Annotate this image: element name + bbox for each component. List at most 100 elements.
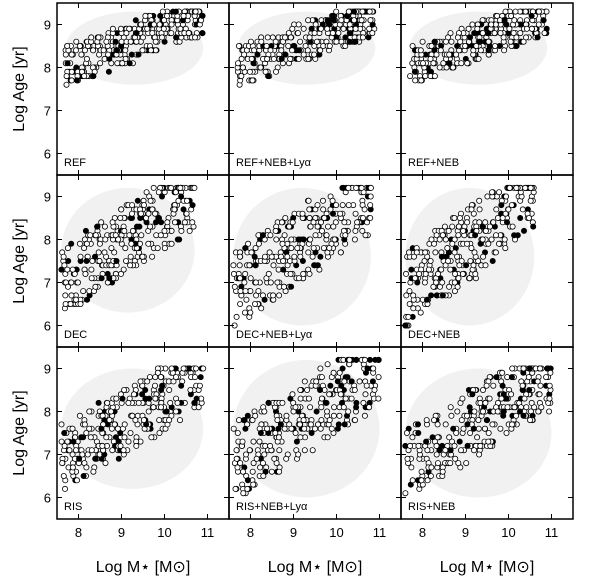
point-open: [309, 447, 316, 454]
point-open: [66, 447, 73, 454]
point-open: [354, 219, 361, 226]
point-open: [476, 197, 483, 204]
point-open: [79, 451, 86, 458]
point-open: [453, 51, 460, 58]
point-open: [152, 38, 159, 45]
point-open: [192, 8, 199, 15]
point-filled: [197, 374, 204, 381]
point-open: [240, 490, 247, 497]
point-open: [166, 386, 173, 393]
point-filled: [172, 8, 179, 15]
point-open: [434, 434, 441, 441]
point-open: [331, 404, 338, 411]
point-open: [481, 425, 488, 432]
point-open: [305, 17, 312, 24]
point-filled: [431, 38, 438, 45]
point-open: [185, 30, 192, 37]
point-filled: [322, 399, 329, 406]
point-open: [486, 223, 493, 230]
point-open: [64, 43, 71, 50]
point-open: [83, 240, 90, 247]
point-filled: [90, 73, 97, 80]
point-open: [83, 429, 90, 436]
point-open: [312, 21, 319, 28]
point-open: [294, 245, 301, 252]
point-filled: [493, 374, 500, 381]
point-open: [242, 288, 249, 295]
point-open: [375, 374, 382, 381]
point-filled: [178, 382, 185, 389]
point-open: [140, 417, 147, 424]
point-open: [307, 223, 314, 230]
point-open: [292, 404, 299, 411]
x-tick-label: 10: [157, 525, 171, 540]
point-open: [112, 232, 119, 239]
point-open: [340, 404, 347, 411]
point-open: [76, 412, 83, 419]
point-open: [475, 417, 482, 424]
point-open: [406, 288, 413, 295]
point-open: [270, 55, 277, 62]
point-open: [265, 270, 272, 277]
point-filled: [152, 219, 159, 226]
point-open: [252, 412, 259, 419]
point-open: [127, 38, 134, 45]
point-open: [436, 64, 443, 71]
point-open: [271, 455, 278, 462]
point-open: [272, 429, 279, 436]
point-open: [528, 399, 535, 406]
panel-label: REF+NEB: [408, 157, 459, 169]
point-filled: [94, 223, 101, 230]
point-open: [272, 68, 279, 75]
point-filled: [334, 425, 341, 432]
point-open: [115, 236, 122, 243]
panels-layer: REF REF+NEB+Lyα REF+NEB DEC DEC+NEB+Lyα DEC+N…: [56, 2, 574, 520]
point-open: [441, 223, 448, 230]
point-filled: [470, 425, 477, 432]
point-filled: [280, 266, 287, 273]
point-open: [428, 43, 435, 50]
point-open: [73, 447, 80, 454]
point-filled: [58, 266, 65, 273]
point-open: [503, 429, 510, 436]
point-open: [499, 369, 506, 376]
point-open: [333, 38, 340, 45]
point-open: [326, 43, 333, 50]
point-open: [522, 8, 529, 15]
point-open: [274, 417, 281, 424]
point-open: [336, 412, 343, 419]
point-filled: [242, 425, 249, 432]
point-open: [537, 382, 544, 389]
point-filled: [483, 417, 490, 424]
point-filled: [317, 253, 324, 260]
point-open: [304, 386, 311, 393]
point-open: [537, 365, 544, 372]
point-open: [187, 386, 194, 393]
point-filled: [530, 223, 537, 230]
point-open: [311, 51, 318, 58]
point-open: [479, 386, 486, 393]
point-open: [180, 12, 187, 19]
point-open: [338, 17, 345, 24]
point-open: [250, 438, 257, 445]
point-open: [305, 55, 312, 62]
point-open: [132, 417, 139, 424]
point-open: [488, 189, 495, 196]
point-open: [133, 442, 140, 449]
point-open: [324, 25, 331, 32]
point-open: [281, 425, 288, 432]
point-open: [120, 447, 127, 454]
point-open: [77, 300, 84, 307]
point-open: [170, 378, 177, 385]
point-open: [88, 266, 95, 273]
point-open: [63, 81, 70, 88]
point-open: [289, 25, 296, 32]
point-open: [438, 266, 445, 273]
point-open: [454, 253, 461, 260]
point-open: [346, 356, 353, 363]
point-open: [300, 417, 307, 424]
point-open: [351, 417, 358, 424]
point-open: [455, 223, 462, 230]
point-open: [230, 425, 237, 432]
